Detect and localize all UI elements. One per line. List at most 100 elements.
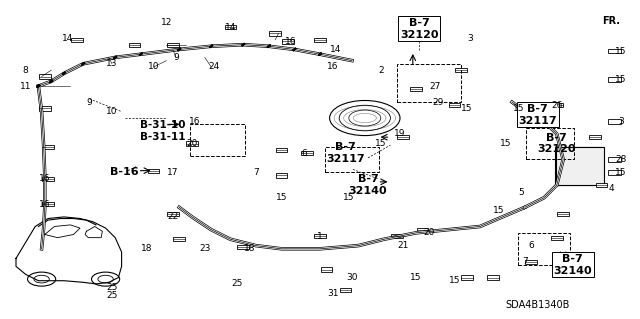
FancyBboxPatch shape xyxy=(525,260,537,263)
FancyBboxPatch shape xyxy=(129,43,140,47)
Text: SDA4B1340B: SDA4B1340B xyxy=(506,300,570,310)
FancyBboxPatch shape xyxy=(276,148,287,152)
Text: FR.: FR. xyxy=(602,16,620,26)
Text: 9: 9 xyxy=(87,98,92,107)
FancyBboxPatch shape xyxy=(608,77,621,82)
Text: 13: 13 xyxy=(106,59,118,68)
FancyBboxPatch shape xyxy=(301,151,313,155)
FancyBboxPatch shape xyxy=(42,177,54,181)
FancyBboxPatch shape xyxy=(487,275,499,279)
FancyBboxPatch shape xyxy=(410,87,422,91)
Text: 6: 6 xyxy=(301,149,307,158)
Text: 15: 15 xyxy=(615,75,627,84)
Text: B-31-10
B-31-11: B-31-10 B-31-11 xyxy=(140,120,186,142)
Text: 15: 15 xyxy=(410,273,422,282)
FancyBboxPatch shape xyxy=(225,25,236,29)
Text: 16: 16 xyxy=(39,174,51,183)
Text: 15: 15 xyxy=(461,104,473,113)
Text: 16: 16 xyxy=(327,63,339,71)
Text: 15: 15 xyxy=(343,193,355,202)
Text: 18: 18 xyxy=(141,244,153,253)
FancyBboxPatch shape xyxy=(551,235,563,240)
FancyBboxPatch shape xyxy=(589,135,601,139)
FancyBboxPatch shape xyxy=(449,103,460,107)
Text: 10: 10 xyxy=(106,107,118,116)
FancyBboxPatch shape xyxy=(71,38,83,42)
FancyBboxPatch shape xyxy=(340,288,351,292)
FancyBboxPatch shape xyxy=(455,68,467,72)
FancyBboxPatch shape xyxy=(42,145,54,149)
Text: B-7
32120: B-7 32120 xyxy=(400,18,438,40)
Text: B-7
32117: B-7 32117 xyxy=(326,142,365,164)
Text: 3: 3 xyxy=(468,34,473,43)
Text: 20: 20 xyxy=(423,228,435,237)
Text: 14: 14 xyxy=(225,23,236,32)
Text: 15: 15 xyxy=(615,168,627,177)
FancyBboxPatch shape xyxy=(148,168,159,173)
Text: 15: 15 xyxy=(449,276,460,285)
Text: 21: 21 xyxy=(397,241,409,250)
FancyBboxPatch shape xyxy=(167,43,179,47)
Text: 17: 17 xyxy=(167,168,179,177)
FancyBboxPatch shape xyxy=(551,103,563,107)
Text: 3: 3 xyxy=(618,117,623,126)
FancyBboxPatch shape xyxy=(173,237,185,241)
Text: B-16: B-16 xyxy=(111,167,139,177)
Text: 15: 15 xyxy=(276,193,287,202)
Text: 4: 4 xyxy=(609,184,614,193)
Text: 6: 6 xyxy=(529,241,534,250)
Text: 27: 27 xyxy=(429,82,441,91)
Text: 28: 28 xyxy=(615,155,627,164)
Text: 1: 1 xyxy=(317,232,323,241)
Text: 16: 16 xyxy=(285,37,297,46)
FancyBboxPatch shape xyxy=(167,212,179,216)
FancyBboxPatch shape xyxy=(269,31,281,35)
FancyBboxPatch shape xyxy=(397,135,409,139)
FancyBboxPatch shape xyxy=(596,183,607,187)
Text: 15: 15 xyxy=(375,139,387,148)
Text: 23: 23 xyxy=(199,244,211,253)
FancyBboxPatch shape xyxy=(314,38,326,42)
Text: 7: 7 xyxy=(522,257,527,266)
Text: 7: 7 xyxy=(253,168,259,177)
Text: 11: 11 xyxy=(20,82,31,91)
FancyBboxPatch shape xyxy=(314,234,326,238)
FancyBboxPatch shape xyxy=(557,212,569,216)
Text: 5: 5 xyxy=(519,189,524,197)
Text: 19: 19 xyxy=(394,130,406,138)
Text: 15: 15 xyxy=(513,104,524,113)
FancyBboxPatch shape xyxy=(391,234,403,238)
Text: 29: 29 xyxy=(433,98,444,107)
FancyBboxPatch shape xyxy=(608,48,621,54)
FancyBboxPatch shape xyxy=(608,170,621,175)
FancyBboxPatch shape xyxy=(608,157,621,162)
Text: 31: 31 xyxy=(327,289,339,298)
FancyBboxPatch shape xyxy=(237,245,249,249)
FancyBboxPatch shape xyxy=(556,147,604,185)
Text: 16: 16 xyxy=(39,200,51,209)
FancyBboxPatch shape xyxy=(417,228,428,232)
Text: 24: 24 xyxy=(209,63,220,71)
Text: 15: 15 xyxy=(493,206,505,215)
Text: 15: 15 xyxy=(615,47,627,56)
Text: 14: 14 xyxy=(330,45,342,54)
Text: 10: 10 xyxy=(148,63,159,71)
FancyBboxPatch shape xyxy=(282,40,294,44)
Text: 8: 8 xyxy=(23,66,28,75)
FancyBboxPatch shape xyxy=(276,174,287,177)
FancyBboxPatch shape xyxy=(186,141,198,145)
Text: 30: 30 xyxy=(346,273,358,282)
Text: B-7
32140: B-7 32140 xyxy=(554,254,592,276)
Text: 9: 9 xyxy=(173,53,179,62)
Text: 15: 15 xyxy=(500,139,511,148)
FancyBboxPatch shape xyxy=(39,107,51,110)
Text: 20: 20 xyxy=(186,139,198,148)
Text: 16: 16 xyxy=(189,117,201,126)
Text: 2: 2 xyxy=(378,66,383,75)
Text: B-7
32120: B-7 32120 xyxy=(538,133,576,154)
FancyBboxPatch shape xyxy=(608,119,621,123)
Text: B-7
32117: B-7 32117 xyxy=(518,104,557,126)
FancyBboxPatch shape xyxy=(42,202,54,206)
FancyBboxPatch shape xyxy=(556,147,604,185)
Text: B-7
32140: B-7 32140 xyxy=(349,174,387,196)
